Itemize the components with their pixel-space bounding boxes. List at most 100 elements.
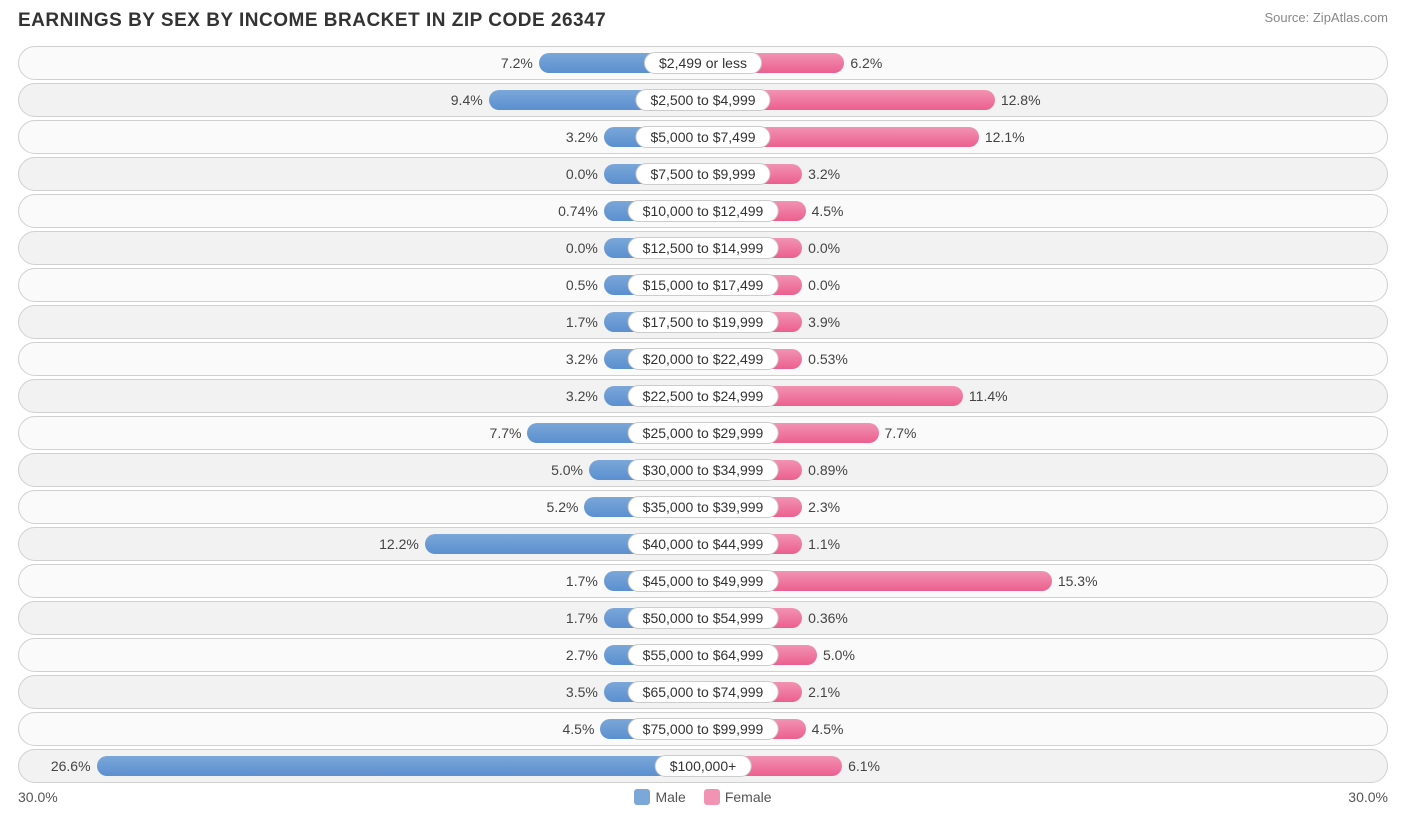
chart-source: Source: ZipAtlas.com: [1264, 10, 1388, 25]
female-value: 7.7%: [885, 425, 917, 441]
female-value: 11.4%: [969, 388, 1008, 404]
chart-row: 7.2% 6.2% $2,499 or less: [18, 46, 1388, 80]
row-right-half: 5.0%: [703, 639, 1387, 671]
female-value: 12.8%: [1001, 92, 1041, 108]
row-right-half: 12.1%: [703, 121, 1387, 153]
row-right-half: 3.2%: [703, 158, 1387, 190]
row-left-half: 3.2%: [19, 380, 703, 412]
row-left-half: 12.2%: [19, 528, 703, 560]
bracket-label: $35,000 to $39,999: [628, 496, 779, 518]
row-left-half: 1.7%: [19, 565, 703, 597]
female-value: 0.36%: [808, 610, 848, 626]
chart-header: EARNINGS BY SEX BY INCOME BRACKET IN ZIP…: [18, 10, 1388, 32]
row-left-half: 5.2%: [19, 491, 703, 523]
chart-row: 3.5% 2.1% $65,000 to $74,999: [18, 675, 1388, 709]
chart-row: 1.7% 0.36% $50,000 to $54,999: [18, 601, 1388, 635]
row-left-half: 3.2%: [19, 121, 703, 153]
chart-row: 5.0%0.89%$30,000 to $34,999: [18, 453, 1388, 487]
legend-item-female: Female: [704, 789, 772, 805]
row-right-half: 0.0%: [703, 232, 1387, 264]
row-left-half: 1.7%: [19, 602, 703, 634]
row-left-half: 0.0%: [19, 158, 703, 190]
bracket-label: $75,000 to $99,999: [628, 718, 779, 740]
female-value: 2.1%: [808, 684, 840, 700]
legend-label-female: Female: [725, 789, 772, 805]
legend: Male Female: [634, 789, 771, 805]
legend-swatch-male: [634, 789, 650, 805]
male-value: 12.2%: [379, 536, 419, 552]
male-value: 7.2%: [501, 55, 533, 71]
chart-row: 0.0%0.0%$12,500 to $14,999: [18, 231, 1388, 265]
row-right-half: 0.0%: [703, 269, 1387, 301]
chart-row: 4.5%4.5%$75,000 to $99,999: [18, 712, 1388, 746]
row-left-half: 3.2%: [19, 343, 703, 375]
row-left-half: 4.5%: [19, 713, 703, 745]
male-value: 0.0%: [566, 166, 598, 182]
row-left-half: 26.6%: [19, 750, 703, 782]
female-value: 3.2%: [808, 166, 840, 182]
male-bar: [97, 756, 703, 776]
row-right-half: 0.53%: [703, 343, 1387, 375]
male-value: 3.2%: [566, 351, 598, 367]
female-value: 15.3%: [1058, 573, 1098, 589]
male-value: 3.2%: [566, 388, 598, 404]
bracket-label: $100,000+: [655, 755, 752, 777]
row-right-half: 3.9%: [703, 306, 1387, 338]
chart-row: 7.7%7.7%$25,000 to $29,999: [18, 416, 1388, 450]
row-left-half: 0.0%: [19, 232, 703, 264]
chart-row: 0.0% 3.2% $7,500 to $9,999: [18, 157, 1388, 191]
male-value: 5.0%: [551, 462, 583, 478]
row-right-half: 4.5%: [703, 713, 1387, 745]
row-left-half: 0.5%: [19, 269, 703, 301]
row-right-half: 6.2%: [703, 47, 1387, 79]
axis-left-max: 30.0%: [18, 789, 58, 805]
row-left-half: 7.2%: [19, 47, 703, 79]
chart-row: 3.2%11.4%$22,500 to $24,999: [18, 379, 1388, 413]
bracket-label: $65,000 to $74,999: [628, 681, 779, 703]
male-value: 26.6%: [51, 758, 91, 774]
bracket-label: $7,500 to $9,999: [635, 163, 770, 185]
male-value: 7.7%: [490, 425, 522, 441]
female-value: 6.1%: [848, 758, 880, 774]
male-value: 1.7%: [566, 610, 598, 626]
male-value: 2.7%: [566, 647, 598, 663]
male-value: 5.2%: [547, 499, 579, 515]
female-value: 0.89%: [808, 462, 848, 478]
row-left-half: 0.74%: [19, 195, 703, 227]
bracket-label: $55,000 to $64,999: [628, 644, 779, 666]
female-value: 5.0%: [823, 647, 855, 663]
row-left-half: 5.0%: [19, 454, 703, 486]
bracket-label: $12,500 to $14,999: [628, 237, 779, 259]
chart-footer: 30.0% Male Female 30.0%: [18, 789, 1388, 805]
male-value: 4.5%: [562, 721, 594, 737]
female-value: 0.0%: [808, 240, 840, 256]
row-right-half: 2.3%: [703, 491, 1387, 523]
bracket-label: $45,000 to $49,999: [628, 570, 779, 592]
chart-row: 0.74% 4.5% $10,000 to $12,499: [18, 194, 1388, 228]
chart-row: 0.5%0.0%$15,000 to $17,499: [18, 268, 1388, 302]
male-value: 9.4%: [451, 92, 483, 108]
chart-row: 1.7% 15.3% $45,000 to $49,999: [18, 564, 1388, 598]
bracket-label: $10,000 to $12,499: [628, 200, 779, 222]
bracket-label: $2,499 or less: [644, 52, 762, 74]
row-left-half: 7.7%: [19, 417, 703, 449]
female-value: 0.53%: [808, 351, 848, 367]
chart-row: 2.7% 5.0% $55,000 to $64,999: [18, 638, 1388, 672]
bracket-label: $50,000 to $54,999: [628, 607, 779, 629]
male-value: 1.7%: [566, 314, 598, 330]
female-value: 6.2%: [850, 55, 882, 71]
row-right-half: 4.5%: [703, 195, 1387, 227]
bracket-label: $15,000 to $17,499: [628, 274, 779, 296]
female-value: 4.5%: [812, 203, 844, 219]
row-right-half: 0.89%: [703, 454, 1387, 486]
chart-row: 5.2% 2.3%$35,000 to $39,999: [18, 490, 1388, 524]
row-right-half: 15.3%: [703, 565, 1387, 597]
row-left-half: 3.5%: [19, 676, 703, 708]
legend-swatch-female: [704, 789, 720, 805]
male-value: 3.2%: [566, 129, 598, 145]
chart-title: EARNINGS BY SEX BY INCOME BRACKET IN ZIP…: [18, 10, 606, 32]
bracket-label: $20,000 to $22,499: [628, 348, 779, 370]
row-right-half: 2.1%: [703, 676, 1387, 708]
row-right-half: 6.1%: [703, 750, 1387, 782]
bracket-label: $5,000 to $7,499: [635, 126, 770, 148]
